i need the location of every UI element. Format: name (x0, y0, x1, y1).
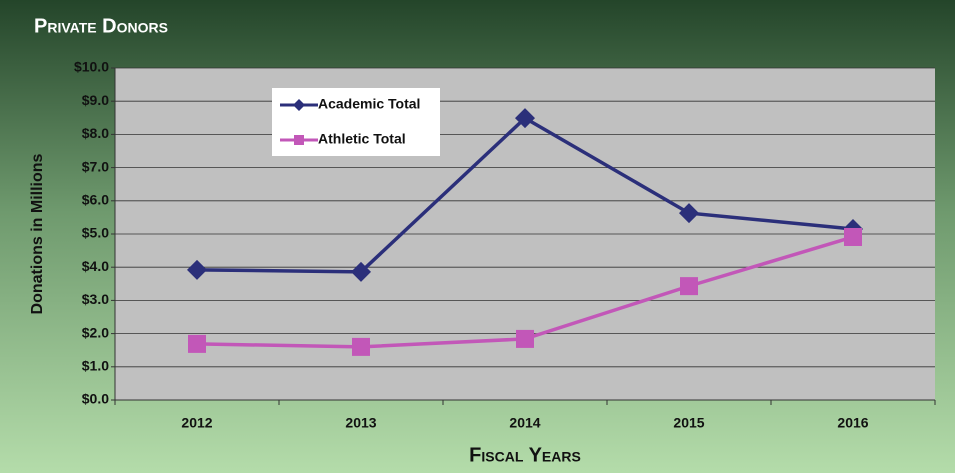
legend-marker (294, 135, 304, 145)
legend-marker (293, 99, 305, 111)
y-tick-label: $2.0 (82, 324, 109, 340)
y-tick-label: $9.0 (82, 92, 109, 108)
x-axis-title: Fiscal Years (469, 444, 581, 466)
y-tick-label: $10.0 (74, 59, 109, 75)
y-tick-label: $3.0 (82, 291, 109, 307)
x-tick-label: 2013 (345, 415, 376, 431)
marker (516, 329, 534, 348)
y-tick-label: $1.0 (82, 358, 109, 374)
x-tick-label: 2014 (509, 415, 540, 431)
marker (352, 337, 370, 356)
marker (844, 227, 862, 246)
marker (515, 108, 535, 129)
x-tick-label: 2016 (837, 415, 868, 431)
marker (351, 261, 371, 282)
marker (187, 259, 207, 280)
marker (188, 334, 206, 353)
y-tick-label: $5.0 (82, 225, 109, 241)
chart-title: Private Donors (34, 15, 168, 37)
y-tick-label: $8.0 (82, 125, 109, 141)
y-tick-label: $7.0 (82, 158, 109, 174)
legend-label: Athletic Total (318, 131, 406, 147)
y-tick-label: $6.0 (82, 192, 109, 208)
y-axis-title: Donations in Millions (29, 153, 46, 314)
x-tick-label: 2015 (673, 415, 704, 431)
marker (680, 277, 698, 296)
y-tick-label: $4.0 (82, 258, 109, 274)
legend-label: Academic Total (318, 96, 420, 112)
x-tick-label: 2012 (181, 415, 212, 431)
y-tick-label: $0.0 (82, 391, 109, 407)
marker (679, 203, 699, 224)
